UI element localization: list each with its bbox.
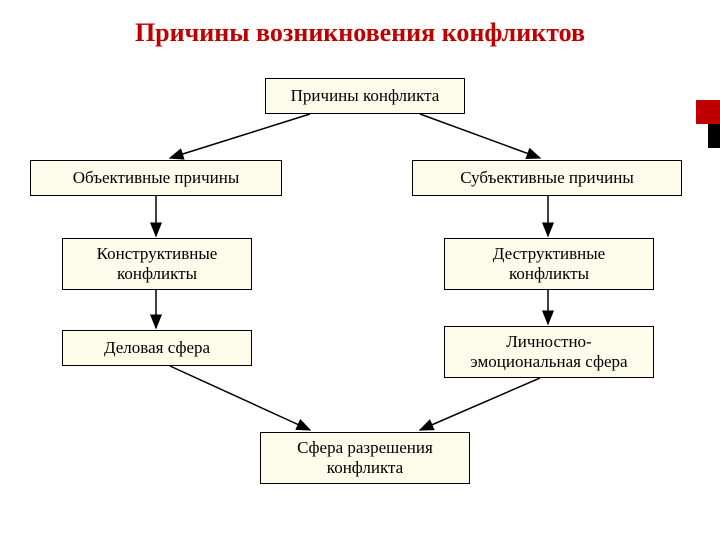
node-label: Конструктивные конфликты (69, 244, 245, 285)
edge-root-right1 (420, 114, 540, 158)
node-label: Деструктивные конфликты (451, 244, 647, 285)
node-bottom: Сфера разрешения конфликта (260, 432, 470, 484)
accent-black-block (708, 124, 720, 148)
node-right1: Субъективные причины (412, 160, 682, 196)
node-root: Причины конфликта (265, 78, 465, 114)
node-label: Объективные причины (73, 168, 240, 188)
node-label: Причины конфликта (291, 86, 440, 106)
node-label: Личностно-эмоциональная сфера (451, 332, 647, 373)
node-right2: Деструктивные конфликты (444, 238, 654, 290)
node-label: Субъективные причины (460, 168, 634, 188)
node-label: Сфера разрешения конфликта (267, 438, 463, 479)
edge-right3-bottom (420, 378, 540, 430)
edge-left3-bottom (170, 366, 310, 430)
node-left3: Деловая сфера (62, 330, 252, 366)
node-left2: Конструктивные конфликты (62, 238, 252, 290)
node-right3: Личностно-эмоциональная сфера (444, 326, 654, 378)
node-left1: Объективные причины (30, 160, 282, 196)
edge-root-left1 (170, 114, 310, 158)
page-title: Причины возникновения конфликтов (0, 18, 720, 48)
node-label: Деловая сфера (104, 338, 210, 358)
accent-red-block (696, 100, 720, 124)
